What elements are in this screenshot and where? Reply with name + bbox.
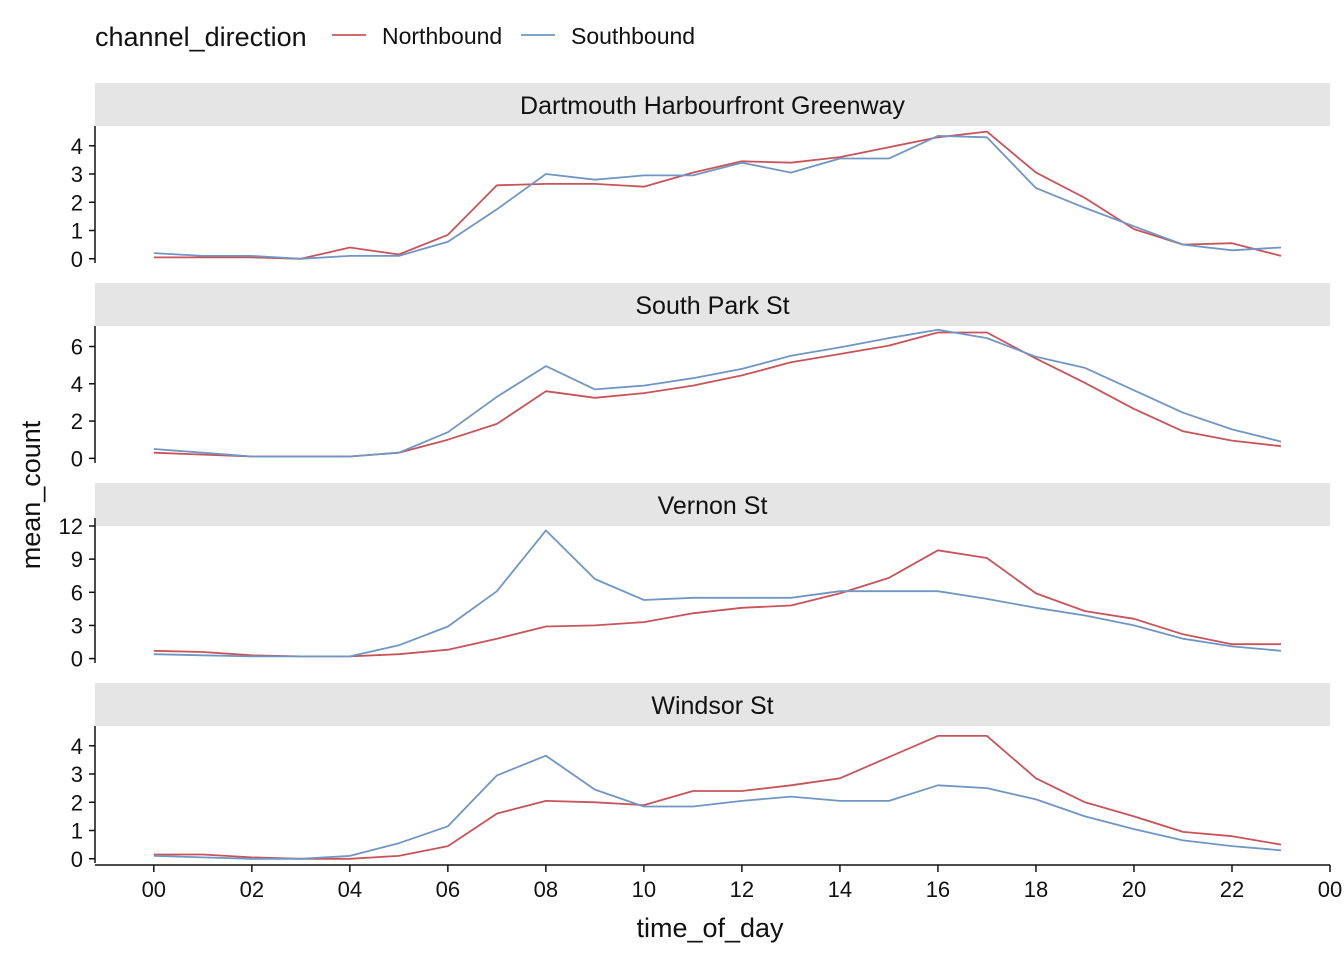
y-tick-label: 12 [59,514,83,539]
x-tick-label: 00 [142,877,166,902]
series-line-southbound [153,328,1282,458]
x-tick-label: 02 [240,877,264,902]
panel-south-park-st: South Park St 0 2 4 6 [71,283,1330,471]
y-tick-label: 0 [71,647,83,672]
y-tick-label: 0 [71,247,83,272]
facet-strip [95,483,1330,526]
series-line-southbound [153,754,1282,860]
legend-title: channel_direction [95,22,307,52]
y-tick-label: 1 [71,819,83,844]
series-line-northbound [153,549,1281,658]
series-line-northbound [153,130,1282,260]
panel-vernon-st: Vernon St 0 3 6 9 12 [59,483,1330,672]
y-tick-label: 3 [71,762,83,787]
facet-panels: Dartmouth Harbourfront Greenway01234Sout… [59,83,1330,872]
y-tick-label: 6 [71,335,83,360]
y-tick-label: 4 [71,134,83,159]
y-tick-label: 2 [71,409,83,434]
x-tick-label: 14 [828,877,852,902]
y-tick-label: 2 [71,790,83,815]
x-tick-label: 18 [1024,877,1048,902]
legend-label-southbound: Southbound [571,23,695,49]
x-tick-label: 06 [436,877,460,902]
legend: channel_direction Northbound Southbound [95,22,695,52]
facet-title: Windsor St [651,692,773,720]
y-tick-label: 0 [71,446,83,471]
series-line-northbound [153,331,1282,458]
y-tick-label: 1 [71,219,83,244]
x-tick-label: 22 [1220,877,1244,902]
x-tick-label: 10 [632,877,656,902]
facet-title: South Park St [635,292,789,320]
y-axis-title: mean_count [16,420,46,569]
y-tick-label: 2 [71,190,83,215]
x-tick-label: 16 [926,877,950,902]
x-axis-title: time_of_day [636,913,784,943]
panel-windsor-st: Windsor St 0 1 2 3 4 [71,683,1330,872]
facet-title: Vernon St [658,492,768,520]
x-tick-label: 08 [534,877,558,902]
y-tick-label: 6 [71,580,83,605]
facet-strip [95,283,1330,326]
facet-strip [95,83,1330,126]
panel-dartmouth-harbourfront-greenway: Dartmouth Harbourfront Greenway 0 1 2 3 4 [71,83,1330,272]
y-tick-label: 9 [71,547,83,572]
series-line-northbound [153,735,1282,860]
x-axis: 00 02 04 06 08 10 12 14 16 18 20 22 00 [95,864,1342,902]
y-tick-label: 3 [71,162,83,187]
legend-label-northbound: Northbound [382,23,502,49]
series-line-southbound [153,134,1282,260]
y-tick-label: 4 [71,372,83,397]
x-tick-label: 00 [1318,877,1342,902]
y-tick-label: 0 [71,847,83,872]
x-tick-label: 04 [338,877,362,902]
x-tick-label: 20 [1122,877,1146,902]
y-tick-label: 4 [71,734,83,759]
series-line-southbound [153,529,1282,658]
x-tick-label: 12 [730,877,754,902]
facet-strip [95,683,1330,726]
y-tick-label: 3 [71,613,83,638]
facet-title: Dartmouth Harbourfront Greenway [520,92,905,120]
